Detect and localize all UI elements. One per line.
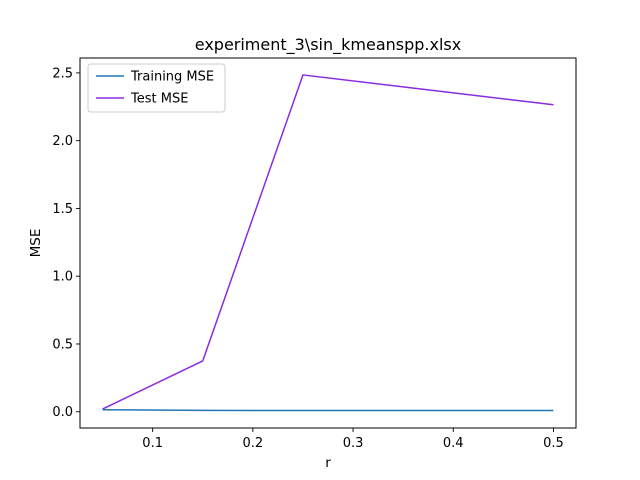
y-tick-label: 0.0 [52,405,73,420]
x-axis-label: r [325,455,331,471]
x-tick-label: 0.5 [543,436,564,451]
y-axis-label: MSE [28,229,44,258]
legend-label-test-mse: Test MSE [130,92,188,107]
y-axis-ticks: 0.0 0.5 1.0 1.5 2.0 2.5 [52,66,80,420]
x-tick-label: 0.3 [343,436,364,451]
chart-title: experiment_3\sin_kmeanspp.xlsx [195,35,461,55]
x-tick-label: 0.2 [243,436,264,451]
y-tick-label: 0.5 [52,337,73,352]
legend: Training MSE Test MSE [87,63,226,113]
series-line-test-mse [102,74,554,410]
y-tick-label: 2.0 [52,134,73,149]
axes-frame [79,57,577,429]
x-tick-label: 0.1 [142,436,163,451]
x-axis-ticks: 0.1 0.2 0.3 0.4 0.5 [142,428,564,451]
y-tick-label: 2.5 [52,66,73,81]
series-line-training-mse [102,408,554,412]
y-tick-label: 1.5 [52,202,73,217]
legend-label-training-mse: Training MSE [130,70,214,85]
series-layer [102,74,554,412]
y-tick-label: 1.0 [52,270,73,285]
x-tick-label: 0.4 [443,436,464,451]
